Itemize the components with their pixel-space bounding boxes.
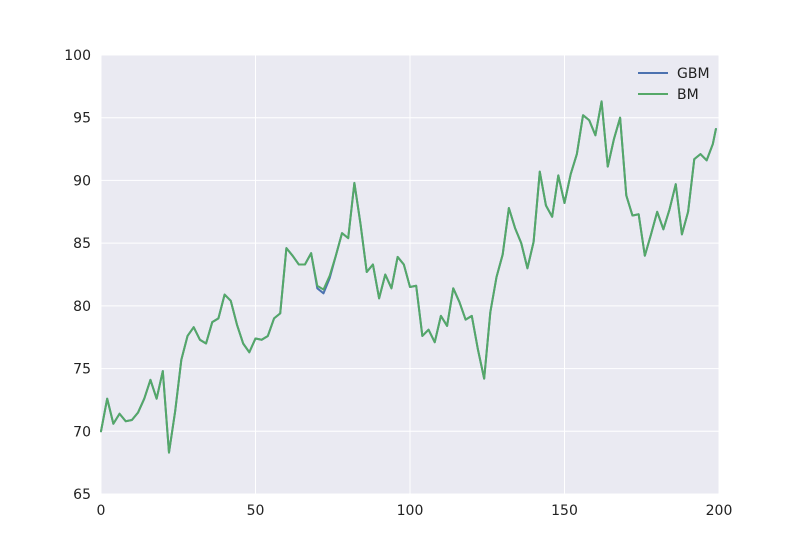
x-tick-label: 150 [551,503,578,519]
x-tick-label: 100 [397,503,424,519]
x-axis-ticks: 0 50 100 150 200 [97,503,733,519]
grid-lines [100,54,720,495]
legend-label-bm: BM [677,87,699,103]
series-lines [100,100,717,454]
x-tick-label: 0 [97,503,106,519]
y-tick-label: 75 [73,362,91,378]
x-tick-label: 50 [247,503,265,519]
y-tick-label: 70 [73,424,91,440]
y-tick-label: 90 [73,173,91,189]
y-tick-label: 100 [64,48,91,64]
x-tick-label: 200 [706,503,733,519]
series-line-bm [100,100,717,454]
legend: GBM BM [638,66,710,103]
y-tick-label: 85 [73,236,91,252]
legend-label-gbm: GBM [677,66,710,82]
y-tick-label: 65 [73,487,91,503]
y-tick-label: 95 [73,111,91,127]
y-tick-label: 80 [73,299,91,315]
y-axis-ticks: 65 70 75 80 85 90 95 100 [64,48,91,503]
